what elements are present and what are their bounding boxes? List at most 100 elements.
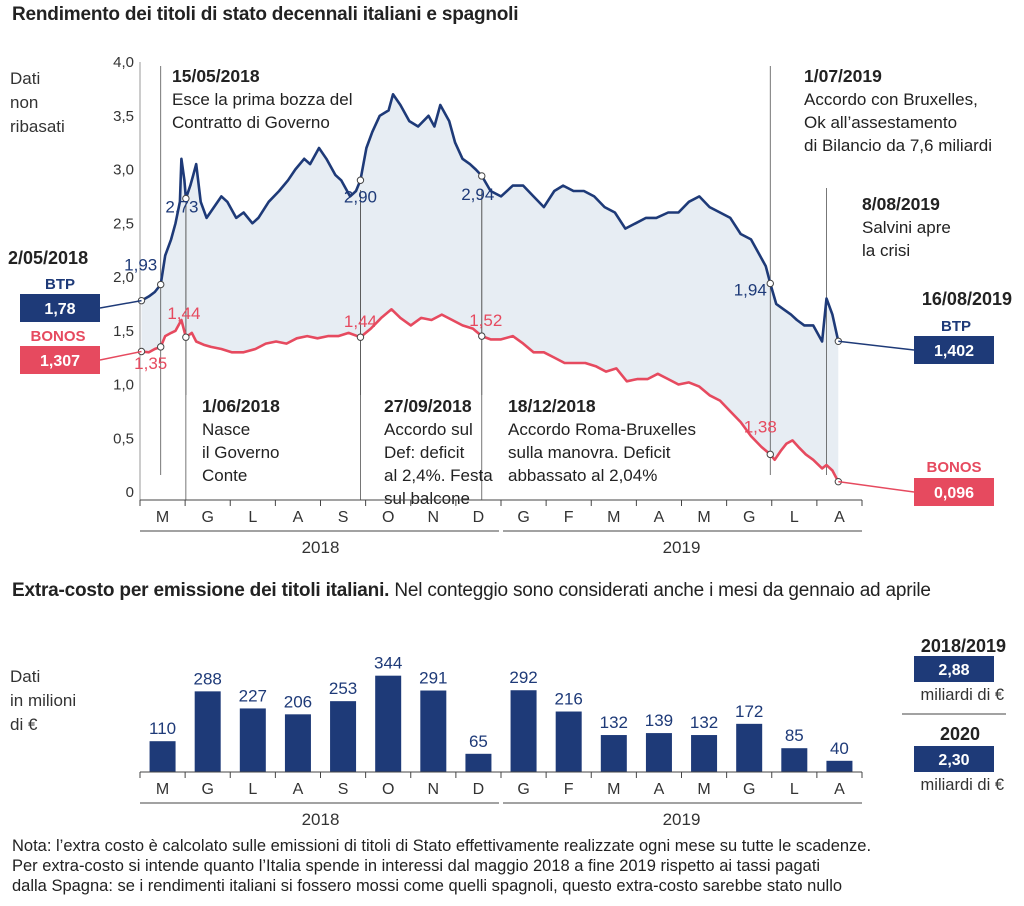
- annotation-text: sulla manovra. Deficit: [508, 443, 671, 462]
- btp-series-line: [140, 93, 840, 343]
- month-label: N: [428, 509, 440, 526]
- annotation-title: 8/08/2019: [862, 194, 940, 214]
- data-label: 1,44: [344, 312, 377, 331]
- end-bonos-connector: [838, 480, 915, 493]
- bar-chart-title-bold: Extra-costo per emissione dei titoli ita…: [12, 580, 390, 601]
- bar: [375, 675, 402, 772]
- annotation-text: la crisi: [862, 241, 910, 260]
- data-label: 1,94: [734, 280, 767, 299]
- bar: [781, 748, 808, 772]
- annotation-text: sul balcone: [384, 489, 470, 508]
- start-bonos-box: [20, 346, 100, 374]
- bar-category-label: M: [697, 781, 710, 798]
- bar-category-label: G: [517, 781, 529, 798]
- bar: [600, 735, 627, 772]
- data-point-marker: [356, 176, 365, 184]
- y-axis-label: ribasati: [10, 117, 65, 136]
- bar-value-label: 227: [239, 686, 267, 705]
- data-label: 2,94: [461, 185, 494, 204]
- bar-value-label: 291: [419, 669, 447, 688]
- bar: [645, 733, 672, 772]
- bar: [239, 708, 266, 772]
- data-label: 1,93: [124, 256, 157, 275]
- bar-value-label: 132: [690, 713, 718, 732]
- end-date-label: 16/08/2019: [922, 289, 1012, 309]
- bar-category-label: A: [834, 781, 845, 798]
- bar-value-label: 206: [284, 692, 312, 711]
- annotation-text: al 2,4%. Festa: [384, 466, 493, 485]
- end-bonos-label: BONOS: [926, 459, 981, 476]
- bar-year-label: 2019: [663, 810, 701, 829]
- start-btp-box: [20, 294, 100, 322]
- total-value: 2,30: [938, 752, 969, 769]
- line-chart-title: Rendimento dei titoli di stato decennali…: [12, 4, 519, 25]
- bar: [736, 723, 763, 772]
- y-tick-label: 0: [126, 484, 134, 501]
- annotation-title: 15/05/2018: [172, 66, 260, 86]
- start-btp-label: BTP: [45, 276, 75, 293]
- bar-value-label: 253: [329, 679, 357, 698]
- annotation-title: 1/06/2018: [202, 396, 280, 416]
- bar-value-label: 292: [509, 668, 537, 687]
- data-label: 1,44: [167, 304, 200, 323]
- annotation-text: di Bilancio da 7,6 miliardi: [804, 136, 992, 155]
- data-point-marker: [182, 333, 190, 341]
- bar: [420, 690, 447, 772]
- bar-category-label: M: [156, 781, 169, 798]
- total-unit: miliardi di €: [921, 776, 1004, 794]
- footnote-line: Per extra-costo si intende quanto l’Ital…: [12, 857, 821, 875]
- spread-area: [141, 94, 839, 482]
- annotation-text: Accordo Roma-Bruxelles: [508, 420, 696, 439]
- month-label: A: [654, 509, 665, 526]
- end-btp-box: [914, 336, 994, 364]
- yield-line-chart: 4,0 3,5 3,0 2,5 2,0 1,5 1,0 0,5 0 Dati non ribasati…: [8, 54, 1012, 557]
- data-point-marker: [157, 280, 165, 289]
- data-label: 1,38: [744, 417, 777, 436]
- year-label: 2019: [663, 538, 701, 557]
- bar-category-label: F: [564, 781, 574, 798]
- month-label: G: [517, 509, 529, 526]
- bar: [691, 735, 718, 772]
- y-tick-label: 1,5: [113, 323, 134, 340]
- data-point-marker: [157, 343, 165, 351]
- data-label: 2,73: [165, 198, 198, 217]
- footnote-line: Nota: l’extra costo è calcolato sulle em…: [12, 837, 872, 855]
- total-value-box: [914, 656, 994, 682]
- bar-category-label: G: [743, 781, 755, 798]
- end-btp-connector: [838, 340, 915, 351]
- bar: [330, 701, 357, 772]
- end-bonos-box: [914, 478, 994, 506]
- data-point-marker: [478, 332, 486, 340]
- bar-category-label: N: [428, 781, 440, 798]
- bar: [510, 690, 537, 772]
- bar-category-label: L: [790, 781, 799, 798]
- data-point-marker: [766, 279, 774, 288]
- y-tick-label: 0,5: [113, 430, 134, 447]
- month-label: S: [338, 509, 349, 526]
- bar-value-label: 216: [555, 690, 583, 709]
- bar: [194, 691, 221, 772]
- bar: [284, 714, 311, 772]
- annotation-text: Ok all’assestamento: [804, 113, 957, 132]
- bar-value-label: 65: [469, 732, 488, 751]
- data-point-marker: [356, 333, 365, 341]
- month-label: L: [790, 509, 799, 526]
- annotation-text: Salvini apre: [862, 218, 951, 237]
- annotation-title: 27/09/2018: [384, 396, 472, 416]
- annotation-text: Accordo sul: [384, 420, 473, 439]
- end-btp-value: 1,402: [934, 343, 974, 360]
- y-tick-label: 3,0: [113, 162, 134, 179]
- start-bonos-connector: [99, 350, 142, 361]
- bar-y-axis-label: in milioni: [10, 691, 76, 710]
- month-label: A: [834, 509, 845, 526]
- bar: [826, 760, 853, 772]
- total-period-label: 2020: [940, 724, 980, 744]
- start-btp-value: 1,78: [44, 301, 75, 318]
- annotation-text: Contratto di Governo: [172, 113, 330, 132]
- bar: [465, 753, 492, 772]
- annotation-title: 1/07/2019: [804, 66, 882, 86]
- bar-category-label: D: [473, 781, 485, 798]
- annotation-text: Def: deficit: [384, 443, 465, 462]
- bar-value-label: 85: [785, 726, 804, 745]
- annotation-text: Esce la prima bozza del: [172, 90, 352, 109]
